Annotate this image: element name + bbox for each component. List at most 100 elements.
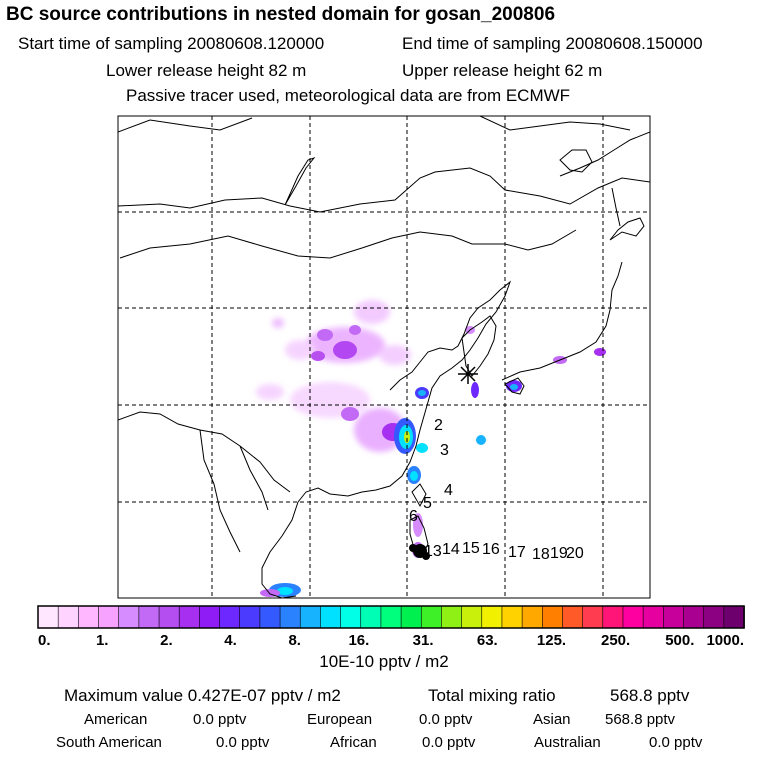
sakhalin	[611, 187, 621, 227]
trajectory-label: 13	[424, 543, 442, 560]
trajectory-label: 5	[423, 495, 432, 512]
tracer-note: Passive tracer used, meteorological data…	[126, 86, 571, 105]
colorbar-unit: 10E-10 pptv / m2	[319, 652, 449, 671]
trajectory-label: 2	[434, 417, 443, 434]
taiwan	[411, 483, 427, 508]
colorbar-segment	[683, 605, 705, 629]
colorbar-segment	[400, 605, 423, 629]
trajectory-label: 3	[440, 442, 449, 459]
concentration-field	[256, 300, 606, 597]
colorbar-segment	[259, 605, 281, 629]
colorbar-segment	[380, 605, 402, 629]
end-time-label: End time of sampling 20080608.150000	[402, 34, 703, 53]
colorbar-frame	[37, 605, 745, 629]
start-time-label: Start time of sampling 20080608.120000	[18, 34, 325, 53]
colorbar-segment	[178, 605, 201, 629]
region-name: South American	[56, 734, 162, 751]
colorbar-segment	[239, 605, 261, 629]
trajectory-label: 17	[508, 544, 526, 561]
colorbar-segment	[642, 605, 665, 629]
region-value: 0.0 pptv	[419, 711, 473, 728]
trajectory-label: 15	[462, 540, 480, 557]
colorbar-segment	[360, 605, 382, 629]
colorbar-tick-label: 31.	[413, 632, 434, 649]
korea-peninsula	[461, 315, 497, 377]
north-coast	[118, 116, 631, 133]
colorbar-tick-label: 125.	[537, 632, 566, 649]
colorbar-segment	[521, 605, 544, 629]
colorbar-segment	[118, 605, 140, 629]
indochina-coast	[261, 501, 299, 598]
colorbar-segment	[602, 605, 624, 629]
colorbar-tick-label: 1000.	[706, 632, 744, 649]
colorbar-segment	[441, 605, 463, 629]
colorbar-tick-label: 500.	[665, 632, 694, 649]
colorbar-segment	[78, 605, 100, 629]
lower-release-height-label: Lower release height 82 m	[106, 61, 307, 80]
asterisk-icon	[458, 364, 478, 384]
colorbar-segment	[663, 605, 685, 629]
colorbar-tick-label: 63.	[477, 632, 498, 649]
colorbar-segment	[562, 605, 584, 629]
map-content: 2 3 4 5 6 13 14 15 16 17 18 19 20	[118, 116, 650, 598]
trajectory-label: 14	[442, 541, 460, 558]
total-mixing-value: 568.8 pptv	[610, 686, 690, 705]
colorbar-segment	[723, 605, 745, 629]
china-coast	[297, 280, 512, 503]
map-frame	[117, 115, 651, 599]
colorbar-segment	[158, 605, 180, 629]
map-gridlines	[118, 116, 650, 598]
region-name: African	[330, 734, 377, 751]
total-mixing-label: Total mixing ratio	[428, 686, 556, 705]
colorbar-segment	[541, 605, 564, 629]
release-markers	[409, 544, 430, 560]
colorbar-segment	[199, 605, 221, 629]
colorbar-segment	[219, 605, 241, 629]
colorbar-segment	[279, 605, 302, 629]
region-name: Australian	[534, 734, 601, 751]
trajectory-label: 19	[550, 545, 568, 562]
trajectory-label: 16	[482, 541, 500, 558]
colorbar-tick-label: 1.	[96, 632, 109, 649]
region-value: 0.0 pptv	[216, 734, 270, 751]
colorbar-segment	[481, 605, 503, 629]
region-name: European	[307, 711, 373, 728]
region-name: American	[84, 711, 148, 728]
baikal-lake	[284, 156, 316, 206]
colorbar-tick-label: 0.	[38, 632, 51, 649]
russia-china-border	[118, 167, 650, 213]
region-name: Asian	[533, 711, 571, 728]
japan-kyushu	[504, 377, 525, 395]
colorbar-tick-label: 2.	[160, 632, 173, 649]
colorbar-segment	[299, 605, 322, 629]
coastlines	[118, 116, 650, 598]
colorbar-segment	[340, 605, 362, 629]
plot-title: BC source contributions in nested domain…	[6, 4, 556, 25]
colorbar-segment	[37, 605, 59, 629]
japan-hokkaido	[609, 217, 645, 241]
trajectory-label: 6	[409, 508, 418, 525]
region-value: 0.0 pptv	[193, 711, 247, 728]
colorbar-segment	[582, 605, 604, 629]
trajectory-label: 18	[532, 546, 550, 563]
colorbar-segment	[703, 605, 725, 629]
colorbar-ticks: 0. 1. 2. 4. 8. 16. 31. 63. 125. 250. 500. 1000.	[38, 632, 744, 649]
region-value: 0.0 pptv	[649, 734, 703, 751]
japan-honshu	[501, 261, 623, 381]
colorbar-segment	[420, 605, 443, 629]
trajectory-label: 4	[444, 482, 453, 499]
kamchatka-coast	[559, 131, 650, 177]
kamchatka-tip	[559, 149, 593, 173]
colorbar-segment	[501, 605, 523, 629]
colorbar-tick-label: 8.	[288, 632, 301, 649]
maximum-value: Maximum value 0.427E-07 pptv / m2	[64, 686, 341, 705]
colorbar-segment	[57, 605, 80, 629]
trajectory-label: 20	[566, 545, 584, 562]
colorbar-segment	[138, 605, 160, 629]
colorbar-segment	[622, 605, 644, 629]
colorbar	[37, 605, 745, 629]
trajectory-labels: 2 3 4 5 6 13 14 15 16 17 18 19 20	[409, 417, 584, 563]
upper-release-height-label: Upper release height 62 m	[402, 61, 603, 80]
region-value: 0.0 pptv	[422, 734, 476, 751]
